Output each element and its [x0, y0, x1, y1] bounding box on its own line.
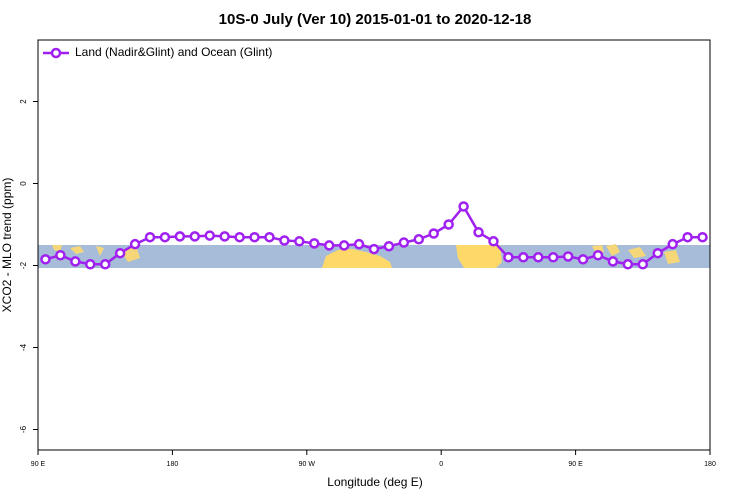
point: [458, 201, 469, 212]
point: [428, 228, 439, 239]
x-axis-title: Longitude (deg E): [327, 475, 422, 489]
y-tick-label: 2: [19, 99, 28, 104]
y-tick-label: -2: [19, 261, 28, 269]
legend-label: Land (Nadir&Glint) and Ocean (Glint): [75, 45, 272, 59]
point: [129, 238, 141, 250]
point: [234, 231, 245, 243]
point: [249, 231, 260, 243]
point: [309, 238, 320, 249]
point: [189, 231, 201, 242]
y-axis-title: XCO2 - MLO trend (ppm): [0, 178, 14, 313]
point: [264, 231, 275, 243]
point: [652, 247, 663, 259]
legend-marker: [50, 47, 62, 59]
point: [697, 231, 708, 243]
land: [52, 245, 140, 262]
point: [383, 240, 395, 252]
x-tick-label: 180: [704, 461, 716, 468]
point: [323, 240, 335, 251]
point: [667, 238, 678, 250]
point: [533, 252, 544, 263]
point: [144, 231, 156, 243]
point: [204, 230, 215, 241]
plot-frame: [37, 39, 711, 451]
y-tick-label: -6: [19, 425, 28, 433]
point: [577, 254, 589, 265]
point: [547, 252, 559, 263]
point: [40, 254, 51, 265]
point: [353, 238, 365, 250]
land: [322, 249, 392, 268]
point: [503, 252, 514, 263]
point: [219, 231, 230, 242]
point: [55, 250, 66, 261]
x-tick-label: 180: [167, 461, 179, 468]
point: [518, 252, 529, 263]
point: [279, 235, 290, 246]
point: [114, 247, 126, 259]
x-tick-label: 0: [439, 461, 443, 468]
point: [338, 240, 350, 251]
point: [607, 256, 619, 267]
point: [99, 259, 111, 270]
point: [473, 227, 484, 238]
point: [159, 231, 171, 243]
y-tick-label: -4: [19, 343, 28, 351]
land: [592, 244, 680, 264]
point: [443, 219, 454, 230]
chart-title: 10S-0 July (Ver 10) 2015-01-01 to 2020-1…: [219, 11, 532, 28]
point: [682, 231, 693, 243]
x-tick-label: 90 E: [31, 461, 46, 468]
y-tick-label: 0: [19, 181, 28, 186]
land: [456, 245, 502, 268]
point: [622, 259, 634, 270]
point: [368, 243, 380, 255]
point: [294, 236, 305, 247]
point: [488, 236, 499, 247]
point: [562, 251, 574, 262]
x-tick-label: 90 E: [568, 461, 583, 468]
point: [592, 250, 604, 261]
point: [70, 256, 81, 267]
map-band: [38, 244, 710, 268]
point: [637, 259, 649, 270]
point: [413, 234, 425, 245]
point: [85, 259, 96, 270]
x-tick-label: 90 W: [299, 461, 316, 468]
point: [174, 231, 186, 242]
point: [398, 237, 410, 248]
